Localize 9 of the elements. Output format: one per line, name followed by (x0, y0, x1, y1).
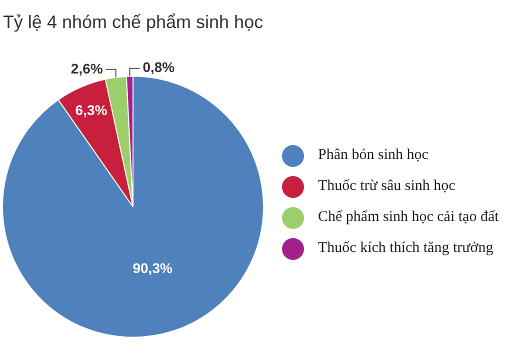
legend-label: Thuốc trừ sâu sinh học (318, 178, 456, 195)
legend-label: Thuốc kích thích tăng trưởng (318, 240, 494, 257)
data-label: 2,6% (70, 60, 104, 76)
legend-label: Chế phẩm sinh học cải tạo đất (318, 209, 499, 226)
data-label: 6,3% (75, 102, 108, 118)
data-label: 90,3% (132, 260, 173, 276)
chart-title: Tỷ lệ 4 nhóm chế phẩm sinh học (2, 12, 264, 32)
legend-label: Phân bón sinh học (318, 147, 428, 164)
data-label: 0,8% (142, 59, 176, 76)
